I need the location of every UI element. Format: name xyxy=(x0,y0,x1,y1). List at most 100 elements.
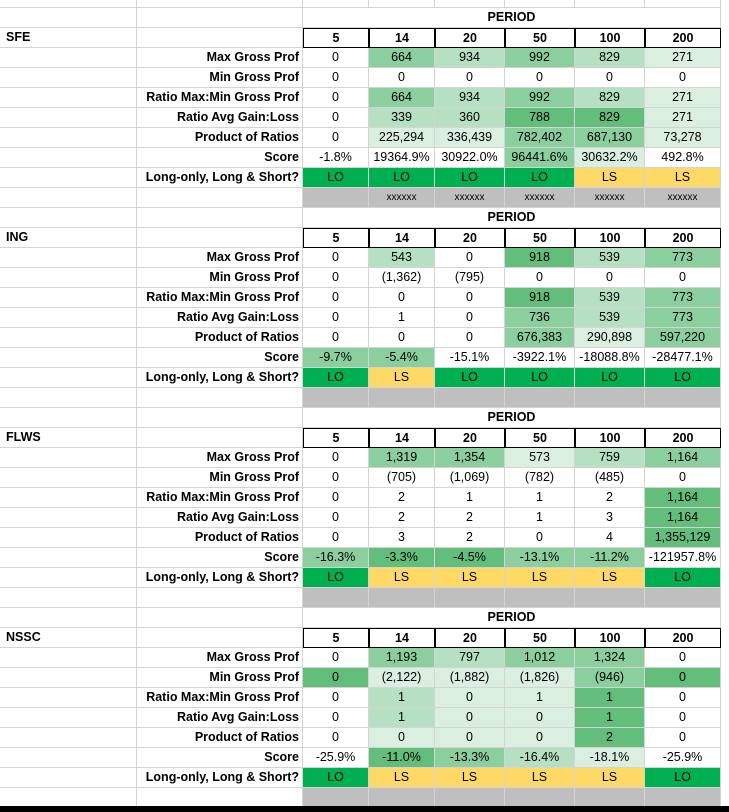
value-cell[interactable]: 539 xyxy=(575,308,645,328)
value-cell[interactable]: 0 xyxy=(645,68,721,88)
value-cell[interactable]: 1,324 xyxy=(575,648,645,668)
value-cell[interactable]: 0 xyxy=(303,508,369,528)
value-cell[interactable]: 2 xyxy=(435,528,505,548)
grid-cell[interactable] xyxy=(137,228,303,248)
value-cell[interactable]: 225,294 xyxy=(369,128,435,148)
value-cell[interactable]: 573 xyxy=(505,448,575,468)
value-cell[interactable]: -11.2% xyxy=(575,548,645,568)
value-cell[interactable]: 736 xyxy=(505,308,575,328)
value-cell[interactable]: 0 xyxy=(435,328,505,348)
grid-cell[interactable] xyxy=(0,508,137,528)
grid-cell[interactable] xyxy=(0,88,137,108)
grid-cell[interactable] xyxy=(0,8,137,28)
value-cell[interactable]: 1 xyxy=(505,508,575,528)
strategy-cell[interactable]: LO xyxy=(303,168,369,188)
value-cell[interactable]: 0 xyxy=(505,528,575,548)
grid-cell[interactable] xyxy=(575,0,645,8)
grid-cell[interactable] xyxy=(137,628,303,648)
value-cell[interactable]: 3 xyxy=(369,528,435,548)
value-cell[interactable]: 797 xyxy=(435,648,505,668)
value-cell[interactable]: 0 xyxy=(303,648,369,668)
value-cell[interactable]: 829 xyxy=(575,108,645,128)
value-cell[interactable]: 2 xyxy=(369,488,435,508)
value-cell[interactable]: 664 xyxy=(369,48,435,68)
strategy-cell[interactable]: LS xyxy=(575,768,645,788)
value-cell[interactable]: 1 xyxy=(369,308,435,328)
value-cell[interactable]: (795) xyxy=(435,268,505,288)
value-cell[interactable]: 0 xyxy=(303,68,369,88)
value-cell[interactable]: 2 xyxy=(575,488,645,508)
value-cell[interactable]: 0 xyxy=(303,688,369,708)
value-cell[interactable]: 0 xyxy=(303,108,369,128)
value-cell[interactable]: 0 xyxy=(303,488,369,508)
value-cell[interactable]: 0 xyxy=(505,708,575,728)
grid-cell[interactable] xyxy=(0,168,137,188)
value-cell[interactable]: 0 xyxy=(435,708,505,728)
value-cell[interactable]: 0 xyxy=(303,48,369,68)
value-cell[interactable]: 539 xyxy=(575,288,645,308)
grid-cell[interactable] xyxy=(0,568,137,588)
grid-cell[interactable] xyxy=(0,48,137,68)
grid-cell[interactable] xyxy=(0,788,137,808)
value-cell[interactable]: -3.3% xyxy=(369,548,435,568)
value-cell[interactable]: 664 xyxy=(369,88,435,108)
grid-cell[interactable] xyxy=(0,548,137,568)
value-cell[interactable]: -9.7% xyxy=(303,348,369,368)
value-cell[interactable]: 0 xyxy=(369,288,435,308)
strategy-cell[interactable]: LO xyxy=(645,368,721,388)
value-cell[interactable]: 0 xyxy=(369,728,435,748)
grid-cell[interactable] xyxy=(0,688,137,708)
value-cell[interactable]: 1 xyxy=(435,488,505,508)
value-cell[interactable]: 1,164 xyxy=(645,488,721,508)
value-cell[interactable]: 360 xyxy=(435,108,505,128)
value-cell[interactable]: -121957.8% xyxy=(645,548,721,568)
grid-cell[interactable] xyxy=(369,0,435,8)
strategy-cell[interactable]: LS xyxy=(505,768,575,788)
grid-cell[interactable] xyxy=(0,288,137,308)
value-cell[interactable]: -28477.1% xyxy=(645,348,721,368)
grid-cell[interactable] xyxy=(0,468,137,488)
value-cell[interactable]: 773 xyxy=(645,308,721,328)
value-cell[interactable]: 1,193 xyxy=(369,648,435,668)
value-cell[interactable]: 0 xyxy=(369,68,435,88)
value-cell[interactable]: -15.1% xyxy=(435,348,505,368)
value-cell[interactable]: 0 xyxy=(303,328,369,348)
value-cell[interactable]: 0 xyxy=(303,88,369,108)
value-cell[interactable]: 543 xyxy=(369,248,435,268)
value-cell[interactable]: 73,278 xyxy=(645,128,721,148)
strategy-cell[interactable]: LO xyxy=(575,368,645,388)
value-cell[interactable]: 992 xyxy=(505,48,575,68)
grid-cell[interactable] xyxy=(137,788,303,808)
value-cell[interactable]: 934 xyxy=(435,88,505,108)
grid-cell[interactable] xyxy=(0,188,137,208)
value-cell[interactable]: -25.9% xyxy=(645,748,721,768)
strategy-cell[interactable]: LS xyxy=(435,568,505,588)
value-cell[interactable]: 1 xyxy=(575,708,645,728)
value-cell[interactable]: 788 xyxy=(505,108,575,128)
value-cell[interactable]: 339 xyxy=(369,108,435,128)
grid-cell[interactable] xyxy=(645,0,721,8)
value-cell[interactable]: -3922.1% xyxy=(505,348,575,368)
grid-cell[interactable] xyxy=(303,0,369,8)
value-cell[interactable]: 0 xyxy=(303,708,369,728)
value-cell[interactable]: (705) xyxy=(369,468,435,488)
grid-cell[interactable] xyxy=(0,608,137,628)
strategy-cell[interactable]: LO xyxy=(645,568,721,588)
value-cell[interactable]: -16.3% xyxy=(303,548,369,568)
value-cell[interactable]: -18.1% xyxy=(575,748,645,768)
value-cell[interactable]: 0 xyxy=(505,268,575,288)
value-cell[interactable]: 597,220 xyxy=(645,328,721,348)
value-cell[interactable]: 773 xyxy=(645,248,721,268)
grid-cell[interactable] xyxy=(505,0,575,8)
strategy-cell[interactable]: LS xyxy=(645,168,721,188)
value-cell[interactable]: 1 xyxy=(505,488,575,508)
grid-cell[interactable] xyxy=(0,748,137,768)
value-cell[interactable]: 0 xyxy=(303,248,369,268)
value-cell[interactable]: 30632.2% xyxy=(575,148,645,168)
strategy-cell[interactable]: LO xyxy=(303,768,369,788)
grid-cell[interactable] xyxy=(0,388,137,408)
grid-cell[interactable] xyxy=(0,128,137,148)
value-cell[interactable]: 1,355,129 xyxy=(645,528,721,548)
value-cell[interactable]: 0 xyxy=(505,68,575,88)
